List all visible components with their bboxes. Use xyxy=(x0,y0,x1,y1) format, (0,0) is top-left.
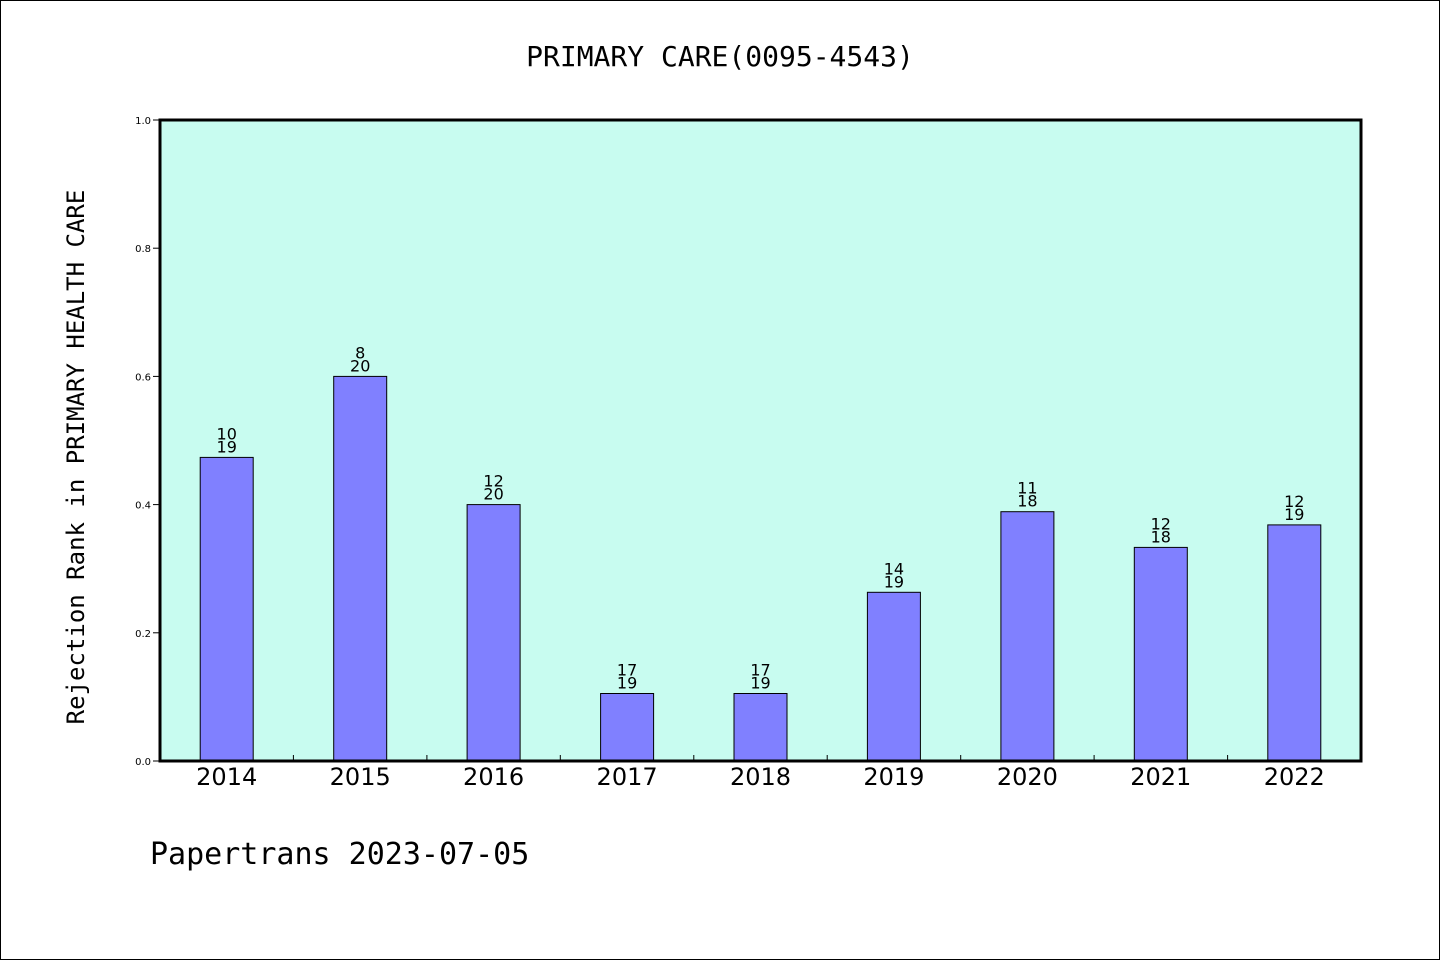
bars-group xyxy=(199,375,1322,762)
bar-label-numerator-2014: 10 xyxy=(217,424,237,443)
bar-2019 xyxy=(866,591,921,762)
y-tick-label-0.0: 0.0 xyxy=(135,757,151,768)
y-axis-label: Rejection Rank in PRIMARY HEALTH CARE xyxy=(62,190,90,725)
y-axis-ticks: 0.0 0.2 0.4 0.6 0.8 1.0 xyxy=(135,116,160,768)
bar-label-numerator-2016: 12 xyxy=(483,472,503,491)
y-tick-label-0.4: 0.4 xyxy=(135,501,151,512)
bar-label-denominator-2019: 19 xyxy=(884,572,904,591)
x-tick-label-2018: 2018 xyxy=(730,763,791,791)
bar-label-numerator-2021: 12 xyxy=(1151,514,1171,533)
bar-label-numerator-2015: 8 xyxy=(355,343,365,362)
x-tick-label-2019: 2019 xyxy=(863,763,924,791)
x-axis-ticks: 2014 2015 2016 2017 2018 2019 2020 2021 2022 xyxy=(196,755,1325,791)
bar-2014 xyxy=(199,456,254,762)
chart-title: PRIMARY CARE(0095-4543) xyxy=(526,40,914,73)
bar-label-denominator-2015: 20 xyxy=(350,356,370,375)
x-tick-label-2015: 2015 xyxy=(330,763,391,791)
bar-label-denominator-2020: 18 xyxy=(1017,492,1037,511)
x-tick-label-2017: 2017 xyxy=(597,763,658,791)
bar-label-denominator-2016: 20 xyxy=(483,485,503,504)
x-tick-label-2022: 2022 xyxy=(1264,763,1325,791)
x-tick-label-2014: 2014 xyxy=(196,763,257,791)
bar-label-numerator-2020: 11 xyxy=(1017,479,1037,498)
bar-label-numerator-2018: 17 xyxy=(750,661,770,680)
bar-label-numerator-2019: 14 xyxy=(884,559,904,578)
x-tick-label-2020: 2020 xyxy=(997,763,1058,791)
y-tick-label-0.6: 0.6 xyxy=(135,372,151,383)
x-tick-label-2021: 2021 xyxy=(1130,763,1191,791)
bar-label-denominator-2021: 18 xyxy=(1151,527,1171,546)
bar-2022 xyxy=(1267,524,1322,762)
bar-2016 xyxy=(466,504,521,762)
bar-2015 xyxy=(333,375,388,762)
bar-2018 xyxy=(733,693,788,762)
y-tick-label-0.8: 0.8 xyxy=(135,244,151,255)
footer-credit: Papertrans 2023-07-05 xyxy=(150,837,529,872)
bar-2017 xyxy=(600,693,655,762)
bar-label-denominator-2022: 19 xyxy=(1284,505,1304,524)
bar-label-denominator-2014: 19 xyxy=(217,437,237,456)
bar-label-numerator-2022: 12 xyxy=(1284,492,1304,511)
x-tick-label-2016: 2016 xyxy=(463,763,524,791)
y-tick-label-0.2: 0.2 xyxy=(135,629,151,640)
bar-2020 xyxy=(1000,511,1055,762)
bar-label-denominator-2017: 19 xyxy=(617,674,637,693)
bar-2021 xyxy=(1133,546,1188,762)
y-tick-label-1.0: 1.0 xyxy=(135,116,151,127)
plot-border xyxy=(158,118,1363,763)
bar-label-numerator-2017: 17 xyxy=(617,661,637,680)
bar-label-denominator-2018: 19 xyxy=(750,674,770,693)
